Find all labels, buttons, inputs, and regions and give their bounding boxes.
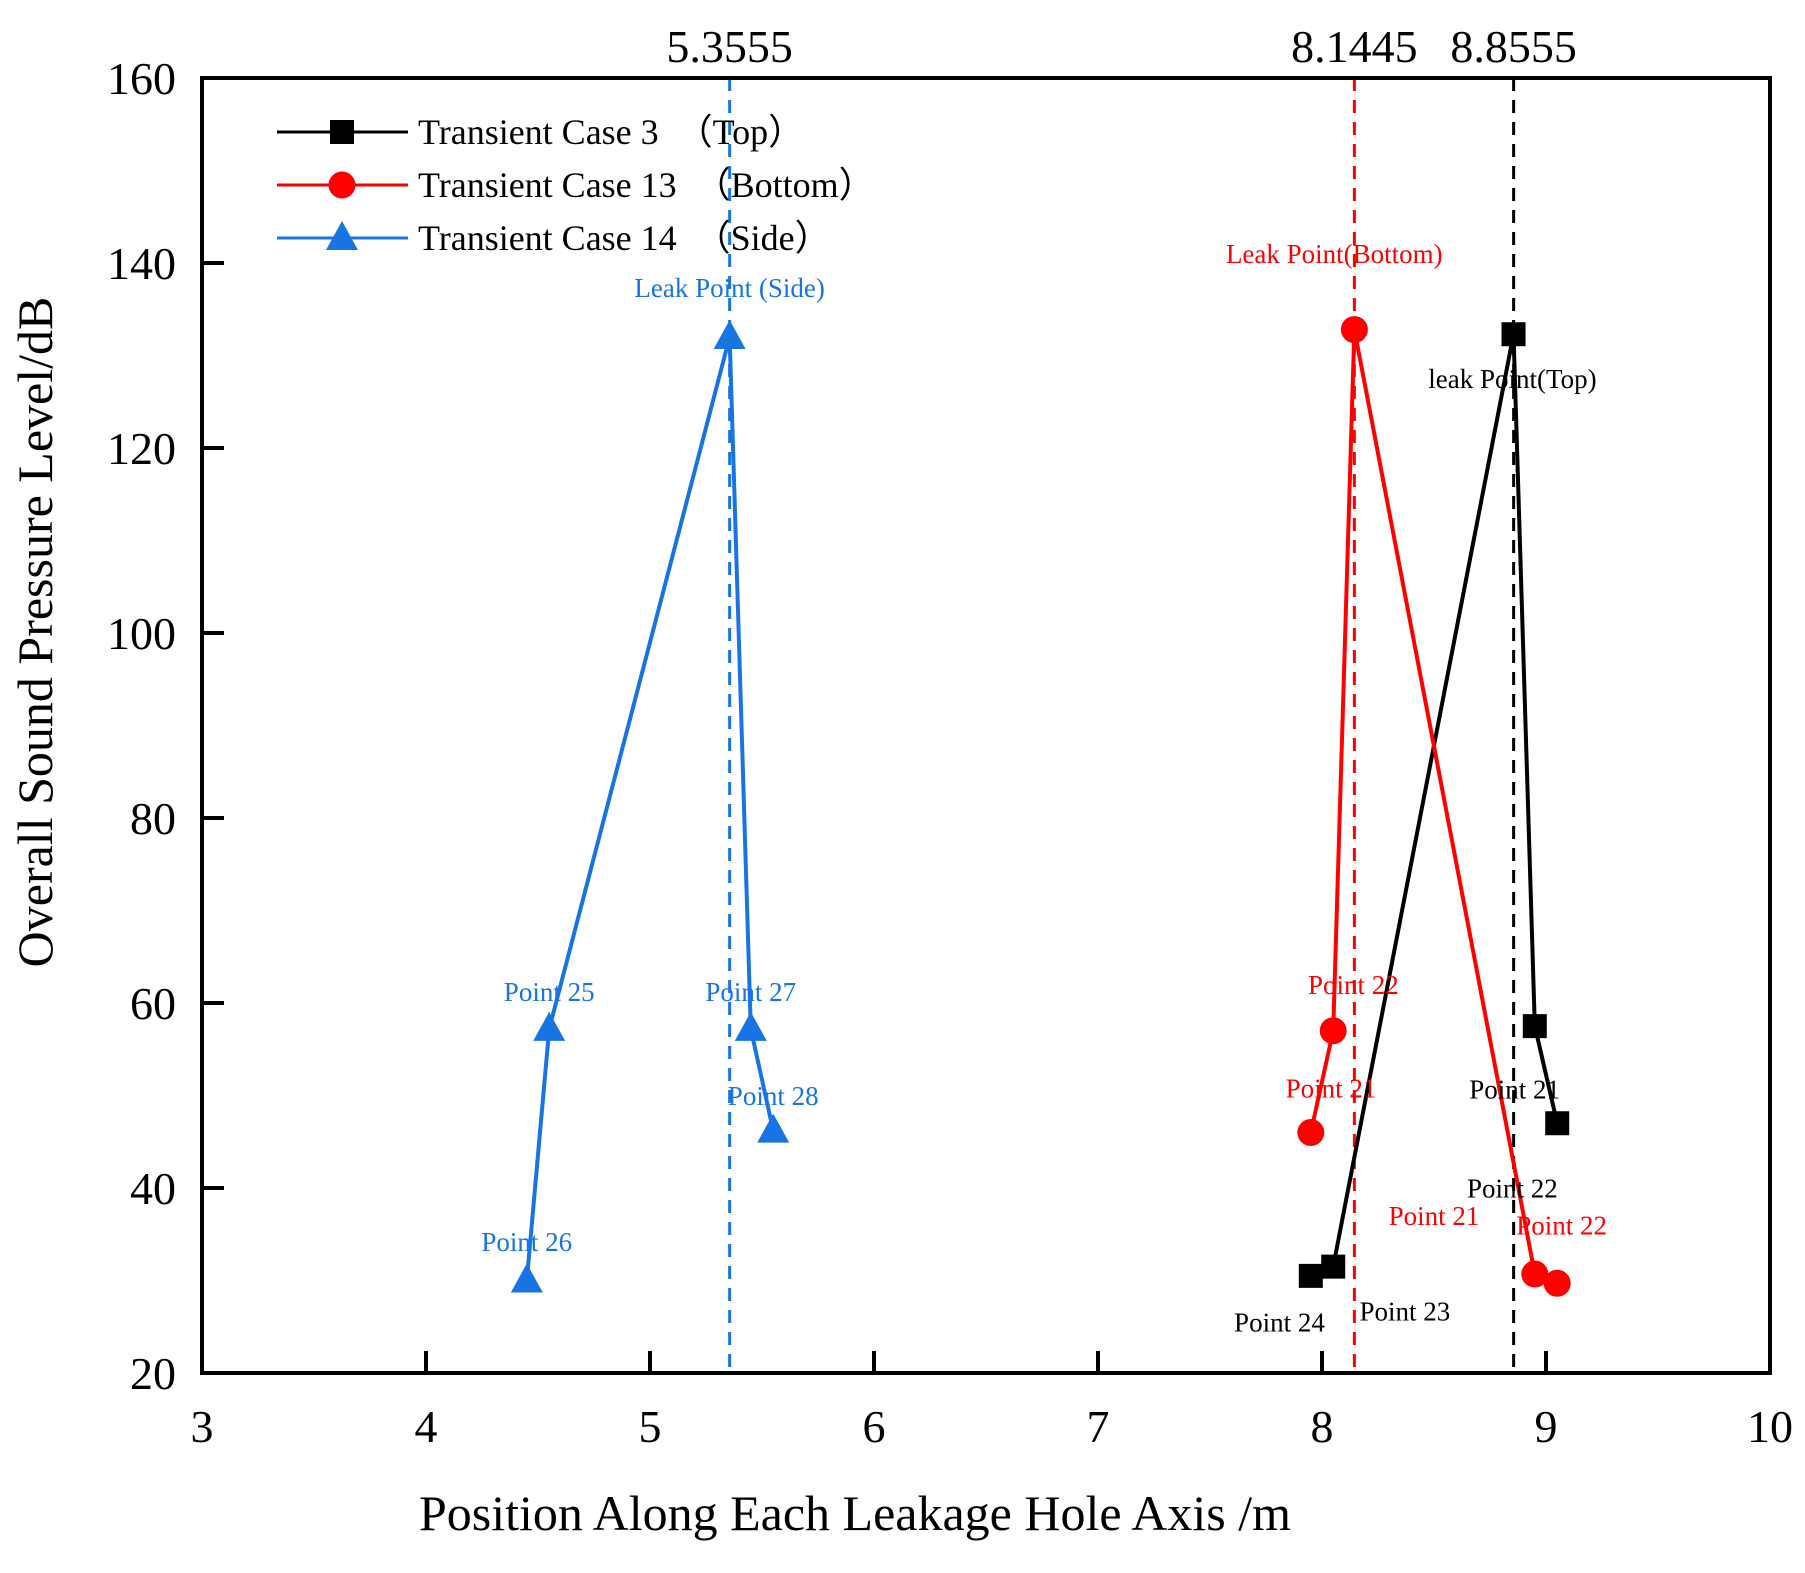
data-point: [713, 320, 746, 349]
point-annotation: Point 22: [1308, 970, 1399, 1000]
reference-line-label: 5.3555: [666, 21, 793, 72]
data-point: [510, 1263, 543, 1293]
y-tick-label: 80: [130, 793, 176, 844]
annotations: Leak Point (Side) Point 25 Point 26 Point 2…: [481, 239, 1607, 1337]
axes: 3 4 5 6 7 8 9 10 20 40 60 80 100 120 140 160: [107, 53, 1793, 1452]
data-point: [1340, 316, 1368, 344]
data-point: [1298, 1263, 1323, 1288]
data-point: [1522, 1014, 1547, 1039]
series-line: [1308, 327, 1558, 1286]
y-tick-label: 100: [107, 608, 176, 659]
data-point: [1297, 1119, 1325, 1146]
series-line: [1310, 332, 1560, 1278]
y-tick-label: 160: [107, 53, 176, 104]
point-annotation: Point 22: [1516, 1210, 1607, 1240]
x-tick-label: 9: [1535, 1401, 1558, 1452]
point-annotation: leak Point(Top): [1428, 364, 1596, 394]
series-line: [524, 335, 776, 1281]
legend: Transient Case 3 （Top） Transient Case 13 …: [277, 112, 875, 258]
point-annotation: Point 24: [1234, 1307, 1325, 1337]
data-point: [734, 1011, 767, 1041]
point-annotation: Point 21: [1286, 1073, 1377, 1103]
y-axis-title: Overall Sound Pressure Level/dB: [7, 297, 63, 968]
point-annotation: Point 21: [1469, 1074, 1560, 1104]
legend-label: Transient Case 13 （Bottom）: [418, 165, 875, 205]
point-annotation: Leak Point (Side): [634, 273, 824, 303]
point-annotation: Point 28: [728, 1081, 819, 1111]
plot-border: [200, 76, 1772, 1375]
x-tick-label: 3: [191, 1401, 214, 1452]
y-tick-label: 60: [130, 978, 176, 1029]
reference-line-label: 8.8555: [1450, 21, 1577, 72]
data-point: [757, 1113, 790, 1143]
y-tick-label: 40: [130, 1163, 176, 1214]
data-point: [1319, 1017, 1347, 1045]
y-tick-label: 140: [107, 238, 176, 289]
data-series: [510, 316, 1571, 1297]
x-tick-label: 8: [1311, 1401, 1334, 1452]
data-point: [1521, 1260, 1549, 1288]
plot-frame: [200, 76, 1772, 1375]
x-tick-label: 6: [863, 1401, 886, 1452]
point-annotation: Point 21: [1389, 1201, 1480, 1231]
y-tick-label: 20: [130, 1348, 176, 1399]
legend-label: Transient Case 14 （Side）: [418, 218, 831, 258]
point-annotation: Point 25: [504, 977, 595, 1007]
point-annotation: Leak Point(Bottom): [1226, 239, 1443, 269]
x-tick-label: 7: [1087, 1401, 1110, 1452]
x-tick-label: 4: [415, 1401, 438, 1452]
point-annotation: Point 27: [705, 977, 796, 1007]
reference-line-label: 8.1445: [1291, 21, 1418, 72]
x-axis-title: Position Along Each Leakage Hole Axis /m: [419, 1485, 1291, 1541]
y-tick-label: 120: [107, 423, 176, 474]
data-point: [1543, 1269, 1571, 1297]
x-tick-label: 5: [639, 1401, 662, 1452]
point-annotation: Point 22: [1467, 1173, 1558, 1203]
legend-marker: [326, 221, 358, 250]
point-annotation: Point 23: [1359, 1296, 1450, 1326]
point-annotation: Point 26: [481, 1227, 572, 1257]
data-point: [1321, 1254, 1346, 1279]
data-point: [1501, 322, 1526, 347]
legend-marker: [328, 171, 356, 199]
x-tick-label: 10: [1747, 1401, 1793, 1452]
legend-marker: [330, 120, 354, 144]
legend-label: Transient Case 3 （Top）: [418, 112, 804, 152]
data-point: [533, 1011, 566, 1041]
data-point: [1545, 1111, 1570, 1136]
